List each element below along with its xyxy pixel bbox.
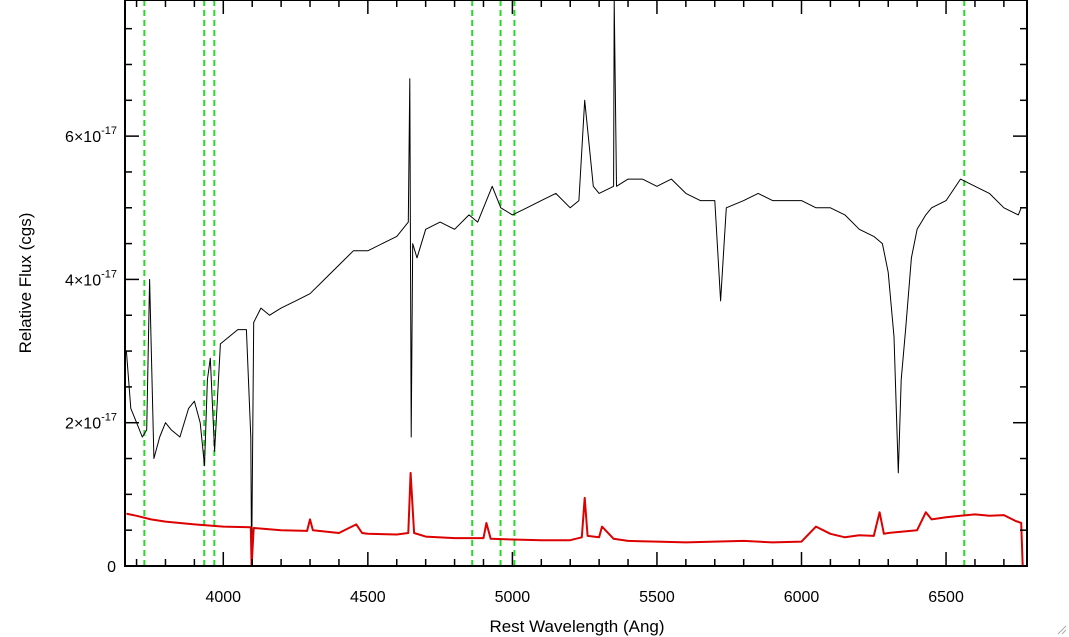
y-tick-mantissa: 2×10 [65,416,101,433]
y-axis-title: Relative Flux (cgs) [16,213,35,354]
series-line-1 [126,471,1025,567]
y-tick-mantissa: 4×10 [65,272,101,289]
y-tick-exponent: -17 [101,412,117,424]
y-tick-mantissa: 0 [107,559,116,576]
y-tick-exponent: -17 [101,125,117,137]
y-axis: 02×10-174×10-176×10-17 [65,27,1027,576]
x-tick-label: 5000 [495,589,531,606]
y-tick-label: 0 [107,559,116,576]
y-tick-mantissa: 6×10 [65,129,101,146]
x-tick-label: 4000 [205,589,241,606]
x-tick-label: 5500 [639,589,675,606]
x-tick-label: 6500 [928,589,964,606]
x-axis-title: Rest Wavelength (Ang) [489,617,664,636]
x-axis: 4000 4500 5000 5500 6000 6500 [135,0,1005,606]
y-tick-label: 6×10-17 [65,125,117,146]
y-tick-exponent: -17 [101,268,117,280]
plot-content [125,0,1025,567]
resize-grip-icon[interactable] [1055,623,1067,635]
plot-frame [124,0,1028,567]
x-tick-label: 6000 [784,589,820,606]
series-line-0 [125,0,1022,567]
y-tick-label: 4×10-17 [65,268,117,289]
plot-border [124,0,1028,567]
y-tick-label: 2×10-17 [65,412,117,433]
x-tick-label: 4500 [350,589,386,606]
